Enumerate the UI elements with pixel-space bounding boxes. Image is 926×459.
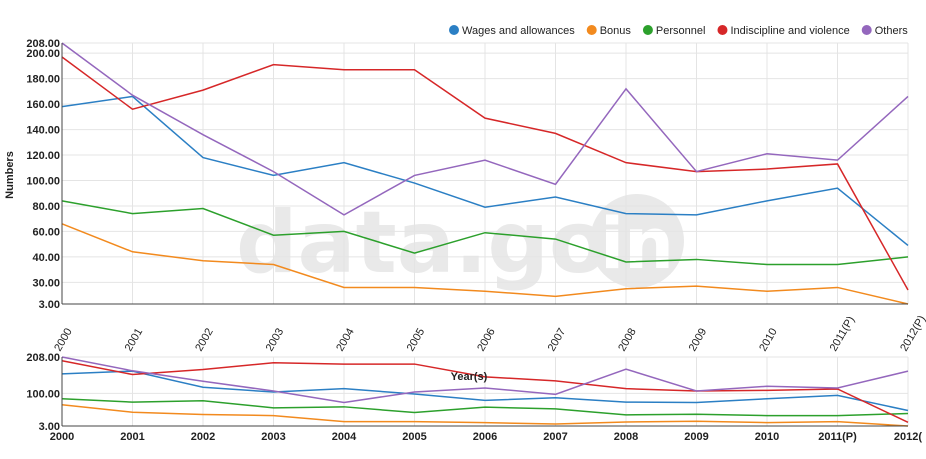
navigator-x-tick-label: 2011(P) [818,431,857,443]
y-tick-label: 30.00 [32,277,60,289]
navigator-x-tick-label: 2012( [894,431,922,443]
series-line-indiscipline-and-violence [61,56,909,291]
x-tick-label-rotated: 2012(P) [898,314,926,354]
series-line-personnel [61,200,909,266]
navigator-series [61,356,909,427]
y-tick-label: 100.00 [26,176,60,188]
legend-marker-wages-and-allowances [449,25,459,35]
y-tick-label: 40.00 [32,252,60,264]
navigator-x-tick-label: 2002 [191,431,215,443]
y-tick-label: 120.00 [26,150,60,162]
navigator-x-tick-label: 2006 [473,431,497,443]
y-tick-label: 3.00 [39,299,60,311]
legend-marker-bonus [586,25,597,35]
legend-label-bonus: Bonus [600,25,632,37]
x-tick-label-rotated: 2002 [193,326,216,353]
main-plot-series [61,42,909,305]
x-tick-label-rotated: 2001 [123,326,146,353]
legend: Wages and allowances Bonus Personnel Indisc… [449,25,908,37]
y-axis-label: Numbers [4,151,16,199]
navigator-x-tick-label: 2004 [332,431,357,443]
navigator-series-line-wages-and-allowances [61,370,909,412]
x-tick-label-rotated: 2000 [52,326,75,353]
y-tick-label: 60.00 [32,226,60,238]
y-tick-label: 200.00 [26,48,60,60]
y-tick-label: 180.00 [26,74,60,86]
y-tick-label: 208.00 [26,38,60,50]
watermark-in-text: in [600,203,674,285]
y-tick-label: 140.00 [26,125,60,137]
navigator-x-tick-label: 2001 [120,431,144,443]
legend-label-others: Others [875,25,909,37]
x-tick-label-rotated: 2011(P) [828,314,858,353]
series-line-bonus [61,223,909,305]
x-tick-label-rotated: 2008 [616,326,639,353]
x-tick-label-rotated: 2007 [546,326,569,353]
navigator-series-line-bonus [61,404,909,427]
navigator-series-line-personnel [61,397,909,417]
navigator-x-tick-label: 2008 [614,431,638,443]
legend-marker-others [861,25,872,35]
y-tick-label: 160.00 [26,99,60,111]
legend-label-personnel: Personnel [656,25,706,37]
x-tick-label-rotated: 2006 [475,326,498,353]
x-tick-label-rotated: 2005 [405,326,428,353]
series-line-wages-and-allowances [61,95,909,247]
navigator-x-tick-label: 2009 [684,431,708,443]
navigator-x-tick-label: 2010 [755,431,779,443]
x-tick-label-rotated: 2003 [264,326,287,353]
navigator-x-tick-label: 2007 [543,431,567,443]
legend-marker-indiscipline-and-violence [717,25,728,35]
x-tick-label-rotated: 2004 [334,326,357,353]
watermark-circle [590,194,684,288]
navigator-series-line-indiscipline-and-violence [61,359,909,423]
series-line-others [61,42,909,216]
navigator-series-line-others [61,356,909,404]
legend-marker-personnel [642,25,653,35]
navigator-y-tick-label: 3.00 [39,421,60,433]
navigator-y-tick-label: 100.00 [26,388,60,400]
x-axis-label: Year(s) [451,371,488,383]
legend-label-indiscipline-and-violence: Indiscipline and violence [730,25,849,37]
legend-label-wages-and-allowances: Wages and allowances [462,25,575,37]
navigator-x-tick-label: 2000 [50,431,74,443]
x-tick-label-rotated: 2009 [687,326,710,353]
navigator-x-tick-label: 2003 [261,431,285,443]
x-tick-label-rotated: 2010 [757,326,780,353]
y-tick-label: 80.00 [32,201,60,213]
navigator-y-tick-label: 208.00 [26,352,60,364]
navigator-x-tick-label: 2005 [402,431,426,443]
